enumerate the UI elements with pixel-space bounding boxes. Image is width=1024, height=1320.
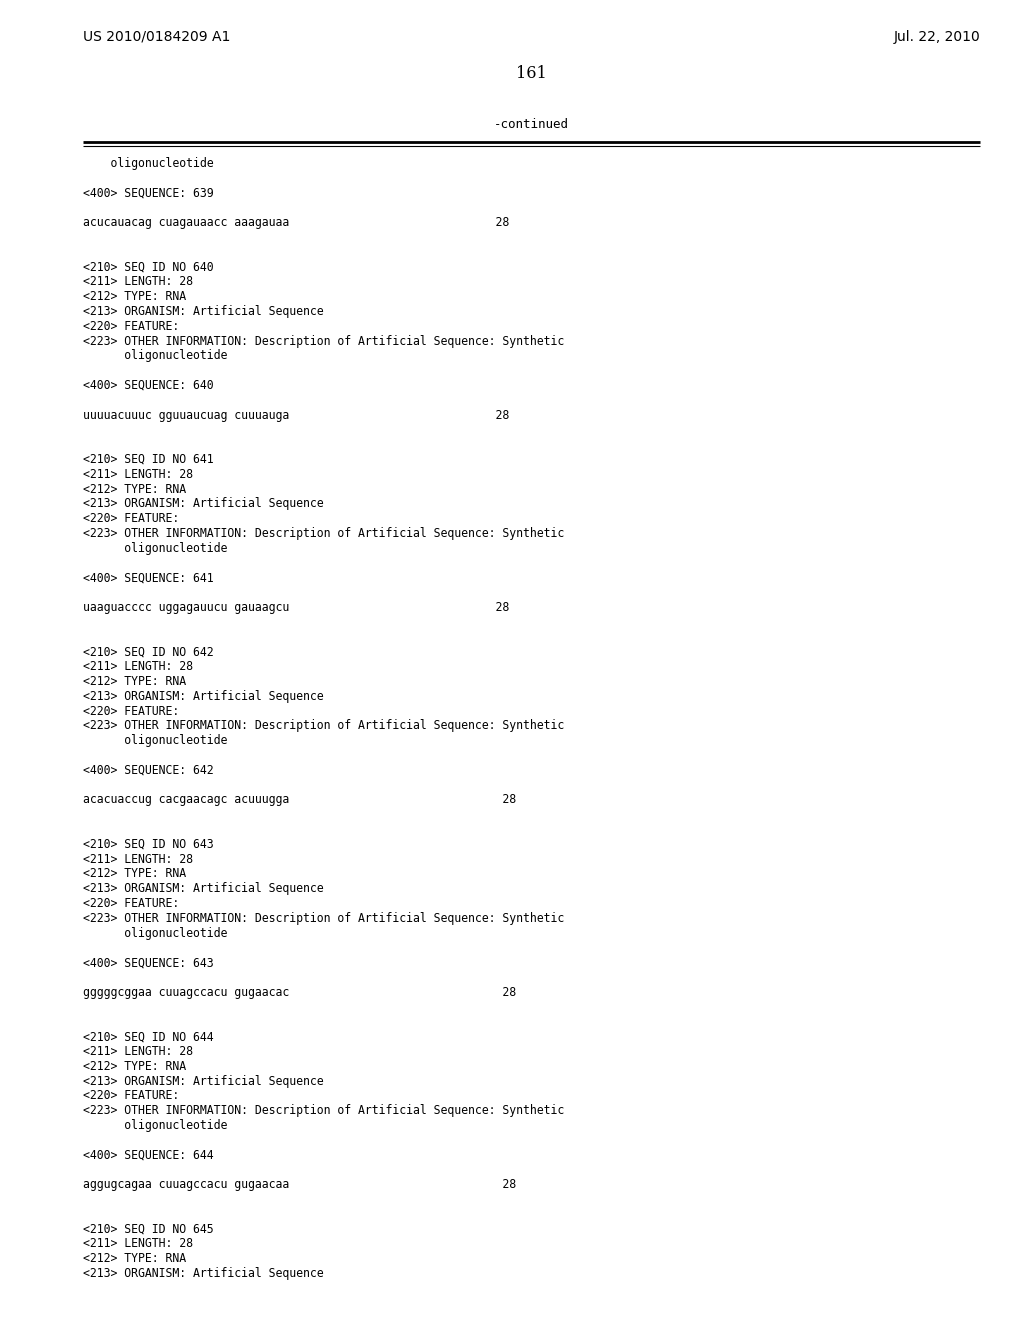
Text: <212> TYPE: RNA: <212> TYPE: RNA bbox=[83, 1060, 186, 1073]
Text: <220> FEATURE:: <220> FEATURE: bbox=[83, 898, 179, 909]
Text: acacuaccug cacgaacagc acuuugga                               28: acacuaccug cacgaacagc acuuugga 28 bbox=[83, 793, 516, 807]
Text: oligonucleotide: oligonucleotide bbox=[83, 1119, 227, 1133]
Text: <223> OTHER INFORMATION: Description of Artificial Sequence: Synthetic: <223> OTHER INFORMATION: Description of … bbox=[83, 334, 564, 347]
Text: <220> FEATURE:: <220> FEATURE: bbox=[83, 1089, 179, 1102]
Text: <210> SEQ ID NO 643: <210> SEQ ID NO 643 bbox=[83, 838, 214, 851]
Text: <213> ORGANISM: Artificial Sequence: <213> ORGANISM: Artificial Sequence bbox=[83, 305, 324, 318]
Text: <210> SEQ ID NO 641: <210> SEQ ID NO 641 bbox=[83, 453, 214, 466]
Text: gggggcggaa cuuagccacu gugaacac                               28: gggggcggaa cuuagccacu gugaacac 28 bbox=[83, 986, 516, 999]
Text: aggugcagaa cuuagccacu gugaacaa                               28: aggugcagaa cuuagccacu gugaacaa 28 bbox=[83, 1179, 516, 1191]
Text: Jul. 22, 2010: Jul. 22, 2010 bbox=[893, 30, 980, 44]
Text: uaaguacccc uggagauucu gauaagcu                              28: uaaguacccc uggagauucu gauaagcu 28 bbox=[83, 601, 509, 614]
Text: <213> ORGANISM: Artificial Sequence: <213> ORGANISM: Artificial Sequence bbox=[83, 1267, 324, 1280]
Text: oligonucleotide: oligonucleotide bbox=[83, 350, 227, 363]
Text: <223> OTHER INFORMATION: Description of Artificial Sequence: Synthetic: <223> OTHER INFORMATION: Description of … bbox=[83, 527, 564, 540]
Text: <212> TYPE: RNA: <212> TYPE: RNA bbox=[83, 1253, 186, 1265]
Text: <210> SEQ ID NO 645: <210> SEQ ID NO 645 bbox=[83, 1222, 214, 1236]
Text: <210> SEQ ID NO 644: <210> SEQ ID NO 644 bbox=[83, 1030, 214, 1043]
Text: <212> TYPE: RNA: <212> TYPE: RNA bbox=[83, 290, 186, 304]
Text: <400> SEQUENCE: 643: <400> SEQUENCE: 643 bbox=[83, 956, 214, 969]
Text: <210> SEQ ID NO 642: <210> SEQ ID NO 642 bbox=[83, 645, 214, 659]
Text: uuuuacuuuc gguuaucuag cuuuauga                              28: uuuuacuuuc gguuaucuag cuuuauga 28 bbox=[83, 409, 509, 421]
Text: -continued: -continued bbox=[494, 117, 569, 131]
Text: oligonucleotide: oligonucleotide bbox=[83, 157, 214, 170]
Text: <400> SEQUENCE: 644: <400> SEQUENCE: 644 bbox=[83, 1148, 214, 1162]
Text: <211> LENGTH: 28: <211> LENGTH: 28 bbox=[83, 1237, 193, 1250]
Text: acucauacag cuagauaacc aaagauaa                              28: acucauacag cuagauaacc aaagauaa 28 bbox=[83, 216, 509, 230]
Text: <210> SEQ ID NO 640: <210> SEQ ID NO 640 bbox=[83, 260, 214, 273]
Text: <211> LENGTH: 28: <211> LENGTH: 28 bbox=[83, 276, 193, 288]
Text: <213> ORGANISM: Artificial Sequence: <213> ORGANISM: Artificial Sequence bbox=[83, 498, 324, 511]
Text: <400> SEQUENCE: 641: <400> SEQUENCE: 641 bbox=[83, 572, 214, 585]
Text: <211> LENGTH: 28: <211> LENGTH: 28 bbox=[83, 467, 193, 480]
Text: <223> OTHER INFORMATION: Description of Artificial Sequence: Synthetic: <223> OTHER INFORMATION: Description of … bbox=[83, 1105, 564, 1117]
Text: <220> FEATURE:: <220> FEATURE: bbox=[83, 512, 179, 525]
Text: <211> LENGTH: 28: <211> LENGTH: 28 bbox=[83, 1045, 193, 1059]
Text: <400> SEQUENCE: 639: <400> SEQUENCE: 639 bbox=[83, 186, 214, 199]
Text: <212> TYPE: RNA: <212> TYPE: RNA bbox=[83, 483, 186, 495]
Text: <220> FEATURE:: <220> FEATURE: bbox=[83, 319, 179, 333]
Text: oligonucleotide: oligonucleotide bbox=[83, 927, 227, 940]
Text: <211> LENGTH: 28: <211> LENGTH: 28 bbox=[83, 853, 193, 866]
Text: <213> ORGANISM: Artificial Sequence: <213> ORGANISM: Artificial Sequence bbox=[83, 690, 324, 702]
Text: <223> OTHER INFORMATION: Description of Artificial Sequence: Synthetic: <223> OTHER INFORMATION: Description of … bbox=[83, 719, 564, 733]
Text: <213> ORGANISM: Artificial Sequence: <213> ORGANISM: Artificial Sequence bbox=[83, 1074, 324, 1088]
Text: <400> SEQUENCE: 640: <400> SEQUENCE: 640 bbox=[83, 379, 214, 392]
Text: <400> SEQUENCE: 642: <400> SEQUENCE: 642 bbox=[83, 764, 214, 776]
Text: <212> TYPE: RNA: <212> TYPE: RNA bbox=[83, 867, 186, 880]
Text: oligonucleotide: oligonucleotide bbox=[83, 541, 227, 554]
Text: <213> ORGANISM: Artificial Sequence: <213> ORGANISM: Artificial Sequence bbox=[83, 882, 324, 895]
Text: 161: 161 bbox=[516, 65, 547, 82]
Text: <223> OTHER INFORMATION: Description of Artificial Sequence: Synthetic: <223> OTHER INFORMATION: Description of … bbox=[83, 912, 564, 925]
Text: <211> LENGTH: 28: <211> LENGTH: 28 bbox=[83, 660, 193, 673]
Text: oligonucleotide: oligonucleotide bbox=[83, 734, 227, 747]
Text: <212> TYPE: RNA: <212> TYPE: RNA bbox=[83, 675, 186, 688]
Text: <220> FEATURE:: <220> FEATURE: bbox=[83, 705, 179, 718]
Text: US 2010/0184209 A1: US 2010/0184209 A1 bbox=[83, 30, 230, 44]
